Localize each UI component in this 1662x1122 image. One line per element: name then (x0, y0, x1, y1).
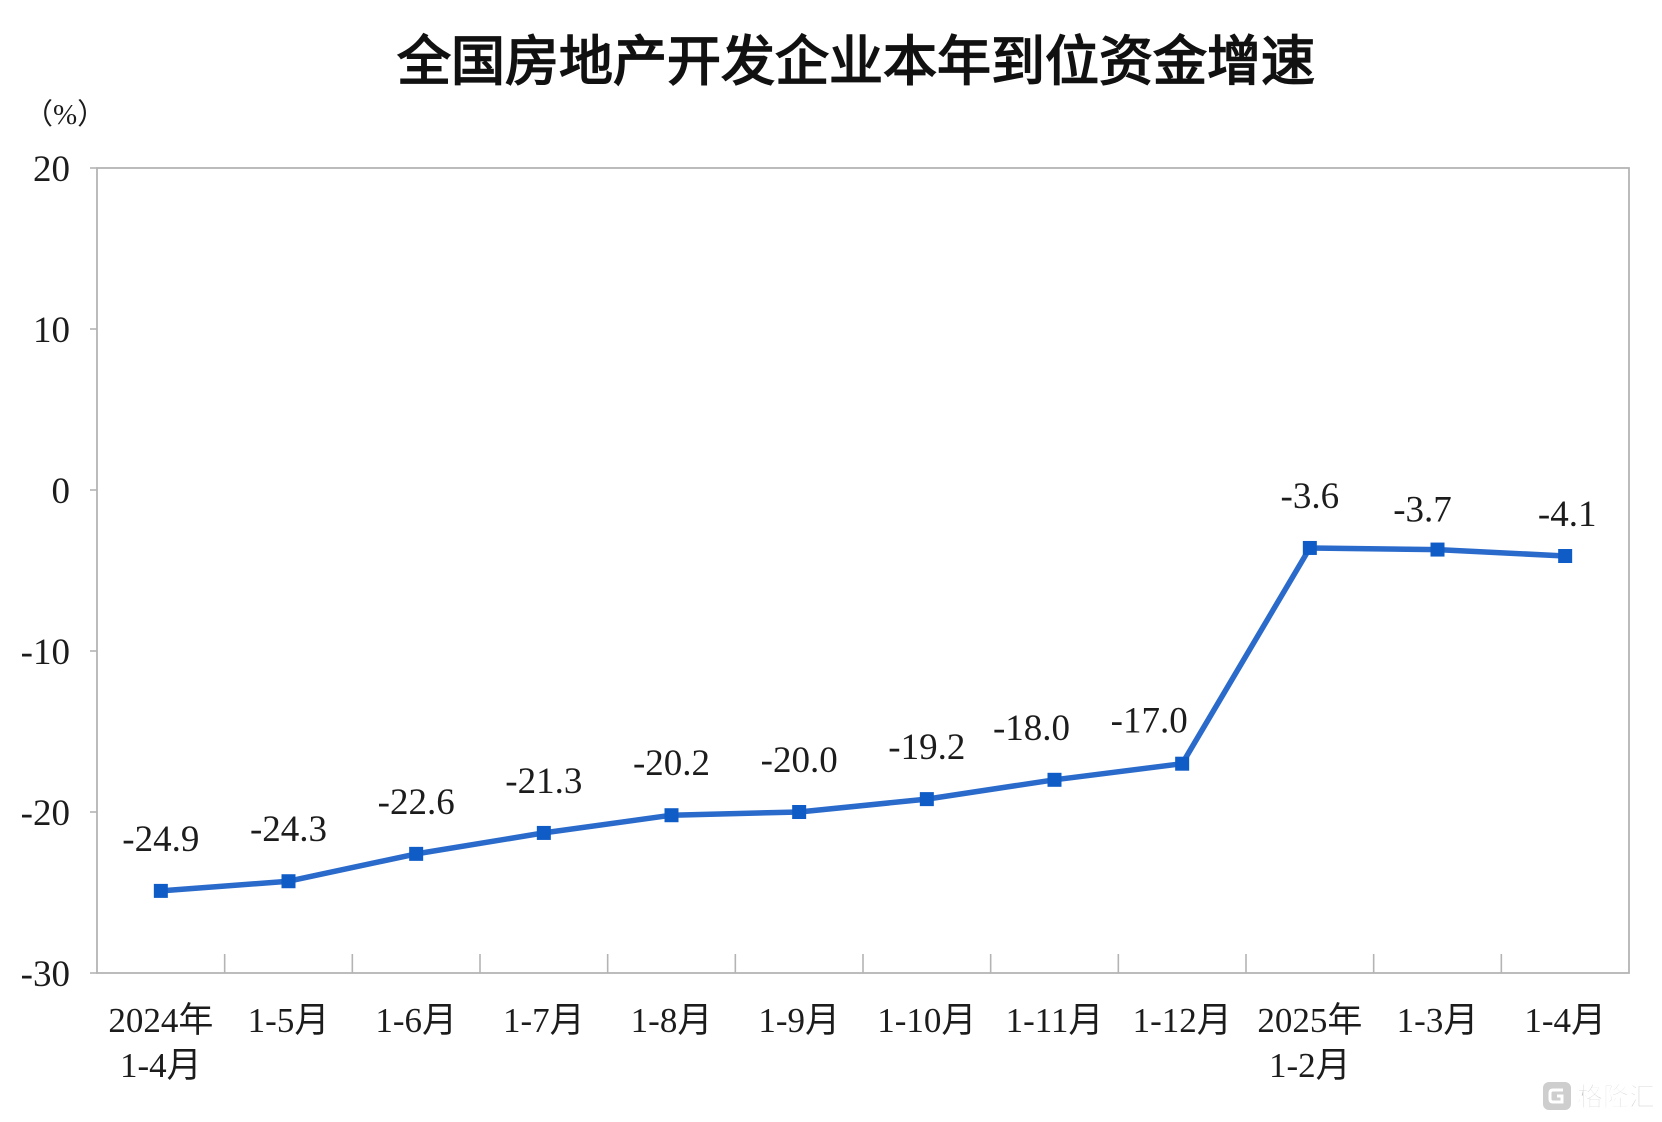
x-tick-label-line: 1-9月 (758, 1001, 840, 1040)
x-tick-label: 1-4月 (1524, 1001, 1606, 1040)
x-tick-label-line: 1-6月 (375, 1001, 457, 1040)
x-tick-label: 1-5月 (248, 1001, 330, 1040)
x-tick-label: 2024年 1-4月 (108, 1001, 213, 1085)
data-point-marker (664, 808, 679, 823)
data-point-marker (919, 792, 934, 807)
data-label: -3.6 (1281, 476, 1340, 517)
data-point-marker (281, 874, 296, 889)
series-group (158, 545, 1568, 894)
chart-title: 全国房地产开发企业本年到位资金增速 (396, 30, 1315, 93)
data-label: -19.2 (888, 727, 965, 768)
data-point-marker (792, 805, 807, 819)
x-tick-label-line: 1-7月 (503, 1001, 585, 1040)
x-tick-label-line: 2025年 (1257, 1001, 1362, 1040)
watermark: 格隆汇 (1543, 1082, 1655, 1113)
data-label: -24.9 (122, 819, 199, 860)
x-tick-label-line: 1-8月 (631, 1001, 713, 1040)
data-point-marker (1047, 772, 1062, 787)
data-label: -4.1 (1538, 494, 1597, 535)
x-tick-label: 1-7月 (503, 1001, 585, 1040)
x-tick-label-line: 1-10月 (877, 1001, 976, 1040)
x-tick-label-line: 1-5月 (248, 1001, 330, 1040)
data-point-marker (153, 883, 168, 898)
x-tick-label-line: 1-4月 (1524, 1001, 1606, 1040)
y-tick-label: 0 (52, 471, 71, 512)
x-tick-label: 1-3月 (1397, 1001, 1479, 1040)
x-tick-label-line: 2024年 (108, 1001, 213, 1040)
x-tick-label-line: 1-2月 (1269, 1046, 1351, 1085)
data-label: -20.2 (633, 743, 710, 784)
data-point-marker (1558, 549, 1573, 564)
x-tick-label: 1-12月 (1133, 1001, 1232, 1040)
data-label: -21.3 (505, 761, 582, 802)
y-tick-label: 20 (33, 149, 70, 190)
y-axis-unit-label: （%） (24, 99, 106, 131)
data-label: -3.7 (1393, 490, 1452, 531)
data-label: -18.0 (993, 708, 1070, 749)
data-label: -17.0 (1111, 701, 1188, 742)
data-point-marker (1430, 542, 1445, 557)
data-label: -24.3 (250, 809, 327, 850)
x-tick-label: 1-9月 (758, 1001, 840, 1040)
x-tick-label: 1-10月 (877, 1001, 976, 1040)
y-axis: 20 10 0 -10 -20 -30 (21, 149, 97, 995)
x-tick-label: 1-6月 (375, 1001, 457, 1040)
logo-icon-mark (1548, 1088, 1564, 1104)
x-tick-label-line: 1-12月 (1133, 1001, 1232, 1040)
data-point-marker (1175, 756, 1190, 771)
y-tick-label: -10 (21, 632, 70, 673)
y-tick-label: 10 (33, 310, 70, 351)
x-tick-label-line: 1-11月 (1006, 1001, 1104, 1040)
series-line (158, 545, 1568, 894)
data-point-marker (1302, 540, 1317, 555)
x-tick-label-line: 1-4月 (120, 1046, 202, 1085)
x-tick-label: 1-8月 (631, 1001, 713, 1040)
data-points (153, 540, 1573, 898)
data-label: -20.0 (761, 740, 838, 781)
y-tick-label: -20 (21, 793, 70, 834)
data-label: -22.6 (378, 782, 455, 823)
x-tick-label-line: 1-3月 (1397, 1001, 1479, 1040)
data-labels: -24.9 -24.3 -22.6 -21.3 -20.2 -20.0 -19.2 -18.0… (122, 476, 1596, 860)
x-axis: 2024年 1-4月 1-5月 1-6月 1-7月 1-8月 1-9月 1-10月 1-11月 1… (108, 954, 1606, 1085)
data-point-marker (536, 825, 551, 840)
data-point-marker (409, 846, 424, 861)
gelonghui-logo-icon (1543, 1082, 1571, 1110)
x-tick-label: 1-11月 (1006, 1001, 1104, 1040)
x-tick-label: 2025年 1-2月 (1257, 1001, 1362, 1085)
y-tick-label: -30 (21, 954, 70, 995)
watermark-text: 格隆汇 (1577, 1082, 1655, 1113)
